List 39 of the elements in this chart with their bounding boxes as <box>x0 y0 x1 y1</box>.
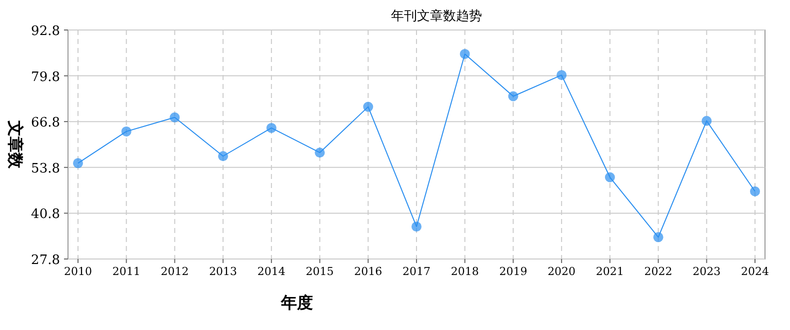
point <box>702 116 712 126</box>
point <box>508 91 518 102</box>
point <box>460 48 470 59</box>
chart-title: 年刊文章数趋势 <box>391 9 482 24</box>
point <box>170 112 180 122</box>
point <box>121 126 132 136</box>
point <box>556 70 567 80</box>
x-tick-label: 2020 <box>548 265 576 278</box>
x-tick-label: 2013 <box>209 265 238 278</box>
y-tick-label: 79.8 <box>31 70 60 85</box>
point <box>412 222 422 232</box>
x-tick-label: 2017 <box>402 265 430 278</box>
point <box>218 151 228 162</box>
x-tick-label: 2012 <box>160 265 189 278</box>
x-tick-label: 2019 <box>499 265 528 278</box>
y-tick-label: 27.8 <box>31 253 60 268</box>
point <box>604 172 615 182</box>
y-tick-label: 53.8 <box>31 161 60 176</box>
y-tick-label: 40.8 <box>31 207 60 222</box>
point <box>363 102 374 112</box>
point <box>314 148 325 158</box>
x-tick-label: 2010 <box>64 265 92 278</box>
x-tick-label: 2023 <box>692 265 721 278</box>
point <box>750 186 760 196</box>
x-tick-label: 2015 <box>306 265 334 278</box>
x-tick-label: 2018 <box>450 265 479 278</box>
y-tick-label: 66.8 <box>31 116 60 131</box>
point <box>266 122 276 133</box>
x-tick-label: 2011 <box>112 265 140 278</box>
x-tick-label: 2024 <box>741 265 769 278</box>
point <box>73 158 83 168</box>
x-tick-label: 2021 <box>596 265 624 278</box>
y-tick-label: 92.8 <box>31 24 60 39</box>
point <box>653 232 664 242</box>
y-axis-title: 文章数 <box>6 120 25 170</box>
x-tick-label: 2016 <box>354 265 382 278</box>
x-tick-label: 2014 <box>257 265 286 278</box>
x-axis-title: 年度 <box>280 293 313 312</box>
x-tick-label: 2022 <box>644 265 672 278</box>
